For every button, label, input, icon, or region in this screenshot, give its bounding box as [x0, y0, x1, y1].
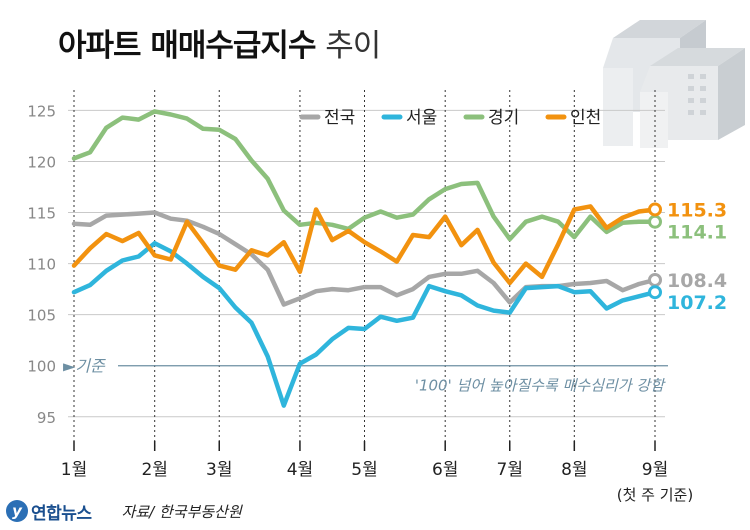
title-suffix: 추이 [325, 28, 381, 64]
end-label-incheon: 115.3 [667, 199, 727, 221]
y-tick-label: 120 [27, 153, 56, 171]
gridlines [68, 90, 668, 447]
y-tick-label: 110 [27, 256, 56, 274]
x-tick-label: 2월 [141, 460, 167, 480]
y-tick-label: 115 [27, 205, 56, 223]
end-label-gyeonggi: 114.1 [667, 221, 727, 243]
legend: 전국 서울 경기 인천 [299, 108, 601, 128]
source-text: 자료/ 한국부동산원 [121, 502, 242, 521]
yonhap-logo-icon: y [6, 500, 28, 522]
end-point-gyeonggi [648, 214, 662, 229]
series-lines [71, 109, 662, 408]
y-tick-label: 95 [37, 409, 56, 427]
end-point-national [648, 272, 662, 287]
series-line-seoul [71, 240, 658, 408]
title-main: 아파트 매매수급지수 [58, 28, 316, 64]
x-tick-label: 9월 [642, 460, 668, 480]
x-tick-label: 1월 [61, 460, 87, 480]
x-tick-label: 7월 [497, 460, 523, 480]
x-tick-label: 4월 [287, 460, 313, 480]
apartment-illustration [603, 20, 745, 148]
footer: y 연합뉴스 자료/ 한국부동산원 [6, 497, 242, 525]
end-label-national: 108.4 [667, 270, 727, 292]
y-tick-label: 105 [27, 307, 56, 325]
x-axis-note: (첫 주 기준) [617, 486, 693, 504]
legend-label-gyeonggi: 경기 [488, 108, 519, 128]
end-point-incheon [648, 202, 662, 217]
legend-label-incheon: 인천 [570, 108, 601, 128]
logo-text: 연합뉴스 [31, 503, 92, 524]
chart-title: 아파트 매매수급지수 추이 [58, 20, 381, 65]
x-tick-label: 5월 [351, 460, 377, 480]
end-label-seoul: 107.2 [667, 292, 727, 314]
y-tick-label: 125 [27, 102, 56, 120]
legend-label-national: 전국 [324, 108, 355, 128]
x-tick-label: 6월 [432, 460, 458, 480]
x-tick-label: 8월 [561, 460, 587, 480]
y-tick-label: 100 [27, 358, 56, 376]
x-tick-label: 3월 [206, 460, 232, 480]
series-line-gyeonggi [71, 109, 658, 242]
end-point-seoul [648, 285, 662, 300]
baseline-label: ►기준 [63, 357, 106, 376]
baseline-note: '100' 넘어 높아질수록 매수심리가 강함 [415, 377, 666, 395]
legend-label-seoul: 서울 [406, 108, 437, 128]
axes: 95 100 105 110 115 120 125 1월 2월 3월 4월 5월 6월 7월 8월 9월 (첫… [27, 102, 693, 504]
series-line-incheon [71, 204, 658, 286]
